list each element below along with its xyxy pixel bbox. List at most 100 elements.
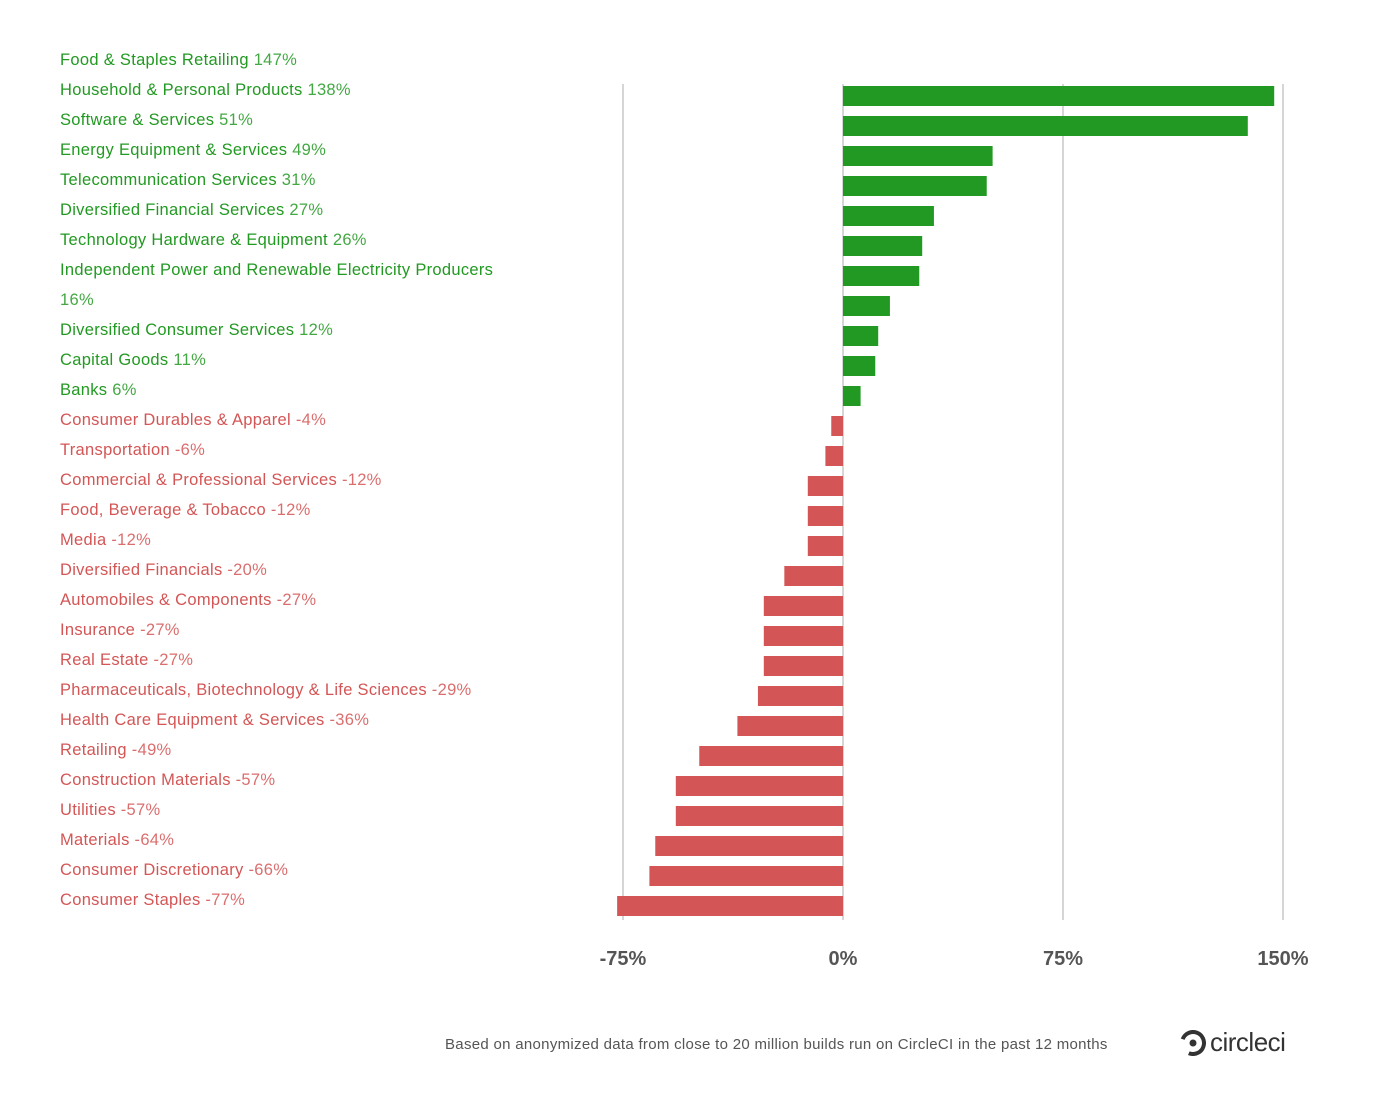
- bar: [649, 866, 843, 886]
- category-row: Technology Hardware & Equipment 26%: [60, 225, 530, 255]
- category-label: Diversified Financials: [60, 561, 223, 579]
- category-label: Retailing: [60, 741, 127, 759]
- bar: [763, 596, 843, 616]
- bar: [843, 116, 1248, 136]
- category-label: Household & Personal Products: [60, 81, 303, 99]
- bar: [675, 806, 843, 826]
- category-label: Diversified Consumer Services: [60, 321, 295, 339]
- value-label: -12%: [111, 531, 152, 549]
- value-label: -27%: [153, 651, 194, 669]
- bar: [843, 296, 890, 316]
- value-label: 27%: [289, 201, 324, 219]
- category-row: Commercial & Professional Services -12%: [60, 465, 530, 495]
- category-label: Energy Equipment & Services: [60, 141, 288, 159]
- category-label: Banks: [60, 381, 108, 399]
- category-row: Diversified Consumer Services 12%: [60, 315, 530, 345]
- category-label: Health Care Equipment & Services: [60, 711, 325, 729]
- value-label: -6%: [174, 441, 206, 459]
- bar: [757, 686, 843, 706]
- category-row: Software & Services 51%: [60, 105, 530, 135]
- category-row: Media -12%: [60, 525, 530, 555]
- category-label: Independent Power and Renewable Electric…: [60, 261, 494, 279]
- logo-icon: [1180, 1029, 1206, 1056]
- value-label: -49%: [131, 741, 172, 759]
- category-row: Construction Materials -57%: [60, 765, 530, 795]
- bar: [784, 566, 843, 586]
- bar: [843, 356, 876, 376]
- category-row: Independent Power and Renewable Electric…: [60, 255, 530, 315]
- bar: [763, 626, 843, 646]
- value-label: -27%: [276, 591, 317, 609]
- value-label: -66%: [248, 861, 289, 879]
- category-label: Diversified Financial Services: [60, 201, 285, 219]
- category-row: Pharmaceuticals, Biotechnology & Life Sc…: [60, 675, 530, 705]
- category-label: Capital Goods: [60, 351, 169, 369]
- category-label: Consumer Durables & Apparel: [60, 411, 291, 429]
- logo: circleci: [1180, 1027, 1286, 1058]
- bar: [843, 326, 879, 346]
- category-label: Commercial & Professional Services: [60, 471, 338, 489]
- bar: [843, 386, 861, 406]
- category-label: Telecommunication Services: [60, 171, 277, 189]
- bar: [699, 746, 843, 766]
- bar: [843, 86, 1275, 106]
- x-tick-label: -75%: [600, 948, 647, 970]
- bar: [763, 656, 843, 676]
- category-row: Food, Beverage & Tobacco -12%: [60, 495, 530, 525]
- category-row: Automobiles & Components -27%: [60, 585, 530, 615]
- value-label: -12%: [270, 501, 311, 519]
- bar: [843, 146, 993, 166]
- bar: [831, 416, 843, 436]
- category-row: Utilities -57%: [60, 795, 530, 825]
- bar: [655, 836, 843, 856]
- category-label: Consumer Discretionary: [60, 861, 244, 879]
- category-row: Consumer Durables & Apparel -4%: [60, 405, 530, 435]
- value-label: 16%: [60, 291, 94, 309]
- category-label: Construction Materials: [60, 771, 231, 789]
- value-label: -29%: [431, 681, 472, 699]
- value-label: 51%: [219, 111, 254, 129]
- category-row: Food & Staples Retailing 147%: [60, 45, 530, 75]
- value-label: 11%: [173, 351, 207, 369]
- category-label: Insurance: [60, 621, 136, 639]
- bar: [843, 176, 987, 196]
- category-row: Diversified Financial Services 27%: [60, 195, 530, 225]
- category-row: Health Care Equipment & Services -36%: [60, 705, 530, 735]
- logo-text: circleci: [1210, 1027, 1286, 1057]
- category-label: Transportation: [60, 441, 170, 459]
- value-label: 6%: [112, 381, 137, 399]
- category-label: Utilities: [60, 801, 116, 819]
- value-label: 49%: [292, 141, 327, 159]
- value-label: 31%: [281, 171, 316, 189]
- footnote: Based on anonymized data from close to 2…: [445, 1036, 1108, 1053]
- bar: [843, 236, 923, 256]
- category-label: Pharmaceuticals, Biotechnology & Life Sc…: [60, 681, 427, 699]
- bar: [843, 266, 920, 286]
- value-label: -57%: [120, 801, 161, 819]
- bar: [807, 476, 843, 496]
- value-label: -64%: [134, 831, 175, 849]
- category-row: Insurance -27%: [60, 615, 530, 645]
- value-label: -27%: [140, 621, 180, 639]
- category-label: Food & Staples Retailing: [60, 51, 249, 69]
- category-label: Automobiles & Components: [60, 591, 272, 609]
- category-label: Consumer Staples: [60, 891, 201, 909]
- value-label: 147%: [253, 51, 298, 69]
- value-label: -77%: [205, 891, 246, 909]
- value-label: 12%: [299, 321, 334, 339]
- category-label: Real Estate: [60, 651, 149, 669]
- category-label: Media: [60, 531, 107, 549]
- value-label: -12%: [341, 471, 382, 489]
- value-label: -4%: [295, 411, 327, 429]
- bar: [843, 206, 934, 226]
- x-tick-label: 150%: [1257, 948, 1308, 970]
- category-row: Transportation -6%: [60, 435, 530, 465]
- category-labels: Food & Staples Retailing 147% Household &…: [60, 45, 530, 915]
- category-row: Telecommunication Services 31%: [60, 165, 530, 195]
- category-label: Materials: [60, 831, 130, 849]
- bar: [617, 896, 843, 916]
- category-row: Consumer Discretionary -66%: [60, 855, 530, 885]
- value-label: 26%: [332, 231, 367, 249]
